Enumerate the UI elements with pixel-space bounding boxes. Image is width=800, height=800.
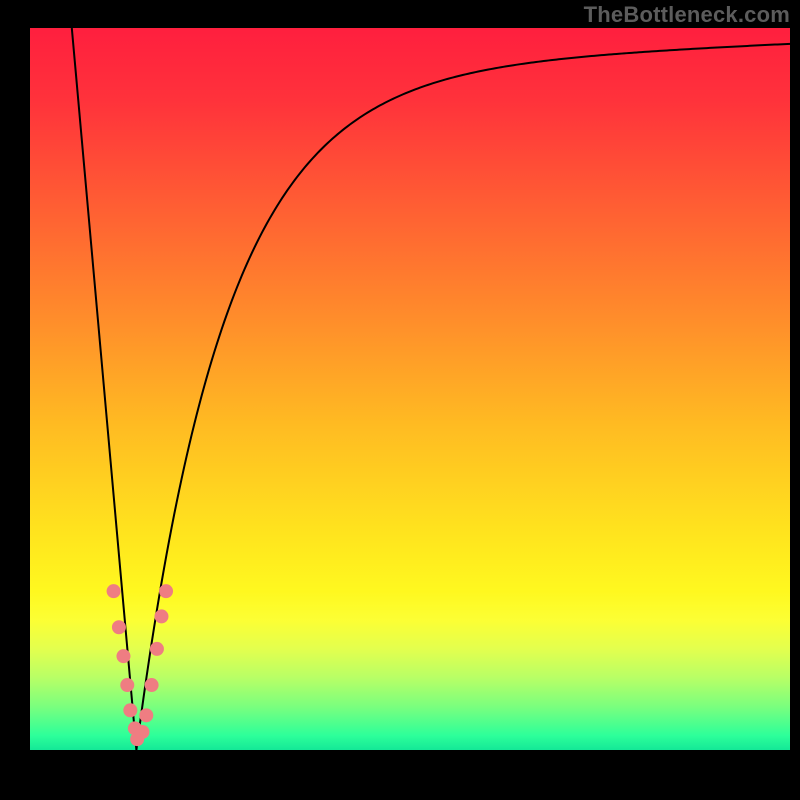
watermark-label: TheBottleneck.com	[584, 2, 790, 28]
data-point	[107, 584, 121, 598]
data-point	[135, 725, 149, 739]
data-point	[112, 620, 126, 634]
data-point	[159, 584, 173, 598]
data-point	[145, 678, 159, 692]
data-point	[154, 609, 168, 623]
chart-gradient-bg	[30, 28, 790, 750]
chart-frame: TheBottleneck.com	[0, 0, 800, 800]
bottleneck-chart	[0, 0, 800, 800]
data-point	[123, 703, 137, 717]
data-point	[150, 642, 164, 656]
data-point	[120, 678, 134, 692]
data-point	[116, 649, 130, 663]
data-point	[139, 708, 153, 722]
